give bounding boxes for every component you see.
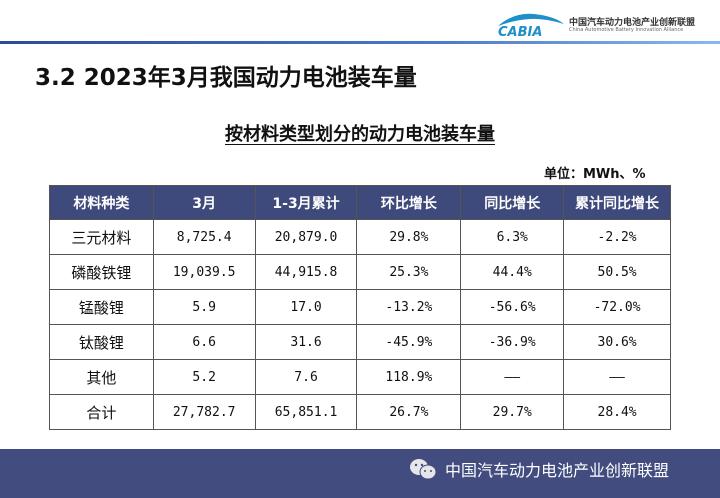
value-cell: 65,851.1 xyxy=(254,394,358,430)
value-cell: 6.6 xyxy=(152,324,256,360)
column-header: 3月 xyxy=(152,185,256,220)
value-cell: 50.5% xyxy=(563,254,671,290)
header-divider xyxy=(0,41,720,44)
column-header: 累计同比增长 xyxy=(563,185,671,220)
column-header: 同比增长 xyxy=(460,185,565,220)
value-cell: 28.4% xyxy=(563,394,671,430)
value-cell: -72.0% xyxy=(563,289,671,325)
battery-installation-table: 材料种类 3月 1-3月累计 环比增长 同比增长 累计同比增长 三元材料 8,725.4 20… xyxy=(49,185,671,430)
value-cell: 19,039.5 xyxy=(152,254,256,290)
unit-label: 单位：MWh、% xyxy=(544,167,646,182)
value-cell: 44.4% xyxy=(460,254,565,290)
material-name-cell: 钛酸锂 xyxy=(49,324,154,360)
value-cell: 27,782.7 xyxy=(152,394,256,430)
page-title: 3.2 2023年3月我国动力电池装车量 xyxy=(35,65,417,91)
material-name-cell: 合计 xyxy=(49,394,154,430)
value-cell: 5.2 xyxy=(152,359,256,395)
logo-org-name-en: China Automotive Battery Innovation Alli… xyxy=(569,27,684,33)
material-name-cell: 三元材料 xyxy=(49,219,154,255)
value-cell: 20,879.0 xyxy=(254,219,358,255)
value-cell: 5.9 xyxy=(152,289,256,325)
table-title-text: 按材料类型划分的动力电池装车量 xyxy=(225,124,495,145)
value-cell: 118.9% xyxy=(356,359,462,395)
value-cell: 44,915.8 xyxy=(254,254,358,290)
value-cell: -2.2% xyxy=(563,219,671,255)
value-cell: -45.9% xyxy=(356,324,462,360)
value-cell: 8,725.4 xyxy=(152,219,256,255)
value-cell: 25.3% xyxy=(356,254,462,290)
value-cell: -56.6% xyxy=(460,289,565,325)
footer-bar: 中国汽车动力电池产业创新联盟 xyxy=(0,449,720,498)
value-cell: -13.2% xyxy=(356,289,462,325)
material-name-cell: 磷酸铁锂 xyxy=(49,254,154,290)
value-cell: 6.3% xyxy=(460,219,565,255)
table-header-row: 材料种类 3月 1-3月累计 环比增长 同比增长 累计同比增长 xyxy=(49,185,671,220)
wechat-icon xyxy=(410,459,437,480)
table-row: 三元材料 8,725.4 20,879.0 29.8% 6.3% -2.2% xyxy=(49,219,671,255)
table-row: 钛酸锂 6.6 31.6 -45.9% -36.9% 30.6% xyxy=(49,324,671,360)
value-cell: 29.7% xyxy=(460,394,565,430)
table-row: 其他 5.2 7.6 118.9% —— —— xyxy=(49,359,671,395)
cabia-logo: CABIA 中国汽车动力电池产业创新联盟 China Automotive Ba… xyxy=(494,10,716,40)
material-name-cell: 锰酸锂 xyxy=(49,289,154,325)
value-cell: -36.9% xyxy=(460,324,565,360)
column-header: 1-3月累计 xyxy=(254,185,358,220)
value-cell: —— xyxy=(460,359,565,395)
svg-text:CABIA: CABIA xyxy=(498,25,542,38)
value-cell: 29.8% xyxy=(356,219,462,255)
table-row: 磷酸铁锂 19,039.5 44,915.8 25.3% 44.4% 50.5% xyxy=(49,254,671,290)
table-title: 按材料类型划分的动力电池装车量 xyxy=(0,120,720,146)
value-cell: 7.6 xyxy=(254,359,358,395)
material-name-cell: 其他 xyxy=(49,359,154,395)
value-cell: 30.6% xyxy=(563,324,671,360)
value-cell: 26.7% xyxy=(356,394,462,430)
footer-org-name: 中国汽车动力电池产业创新联盟 xyxy=(445,461,670,480)
value-cell: —— xyxy=(563,359,671,395)
logo-org-name-cn: 中国汽车动力电池产业创新联盟 xyxy=(569,18,696,28)
column-header: 材料种类 xyxy=(49,185,154,220)
table-row: 合计 27,782.7 65,851.1 26.7% 29.7% 28.4% xyxy=(49,394,671,430)
column-header: 环比增长 xyxy=(356,185,462,220)
value-cell: 31.6 xyxy=(254,324,358,360)
value-cell: 17.0 xyxy=(254,289,358,325)
table-row: 锰酸锂 5.9 17.0 -13.2% -56.6% -72.0% xyxy=(49,289,671,325)
logo-car-icon: CABIA xyxy=(498,13,564,40)
